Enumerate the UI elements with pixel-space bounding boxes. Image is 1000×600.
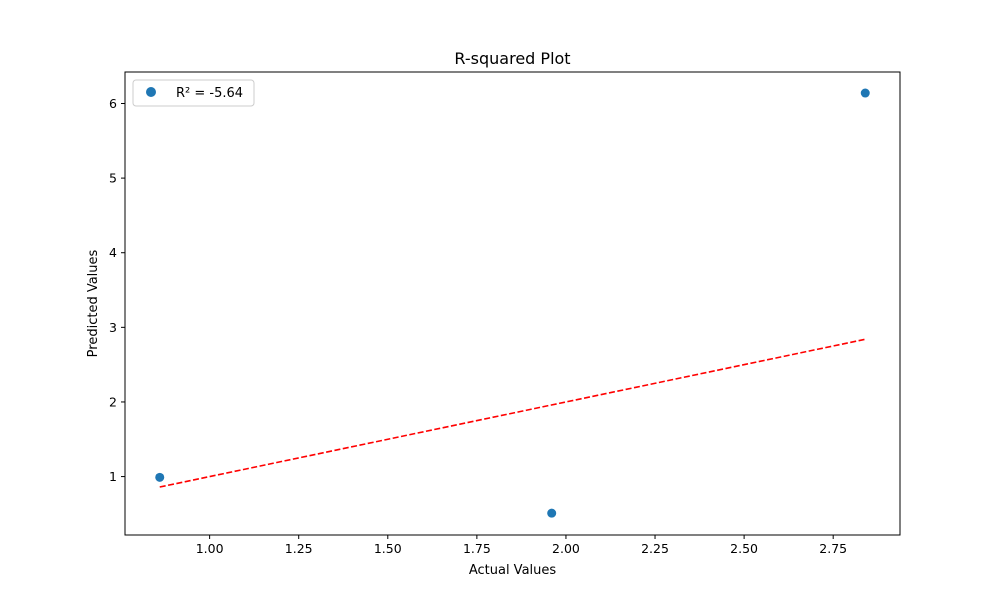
y-tick-label: 6 (109, 96, 117, 111)
legend-box (132, 79, 255, 107)
x-tick-label: 2.25 (641, 541, 669, 556)
y-tick-label: 5 (109, 171, 117, 186)
chart-title: R-squared Plot (454, 49, 570, 68)
x-tick-label: 2.50 (730, 541, 758, 556)
x-tick-label: 2.00 (552, 541, 580, 556)
x-axis-ticks: 1.00 1.25 1.50 1.75 2.00 2.25 2.50 2.75 (196, 535, 847, 556)
x-tick-label: 1.25 (285, 541, 313, 556)
legend-label: R² = -5.64 (176, 86, 243, 101)
y-tick-label: 1 (109, 469, 117, 484)
x-tick-label: 2.75 (819, 541, 847, 556)
reference-line (159, 338, 866, 488)
x-tick-label: 1.75 (463, 541, 491, 556)
y-tick-label: 4 (109, 245, 117, 260)
scatter-point (860, 88, 870, 98)
legend: R² = -5.64 (132, 79, 255, 107)
scatter-point (547, 508, 557, 518)
x-axis-label: Actual Values (469, 563, 557, 578)
axes-frame (124, 71, 901, 536)
data-layer (155, 88, 870, 518)
y-axis-ticks: 1 2 3 4 5 6 (109, 96, 125, 484)
scatter-point (155, 472, 165, 482)
plot-area (125, 72, 900, 535)
x-tick-label: 1.00 (196, 541, 224, 556)
y-tick-label: 3 (109, 320, 117, 335)
x-tick-label: 1.50 (374, 541, 402, 556)
y-axis-label: Predicted Values (86, 249, 101, 357)
legend-marker (146, 87, 156, 97)
y-tick-label: 2 (109, 394, 117, 409)
